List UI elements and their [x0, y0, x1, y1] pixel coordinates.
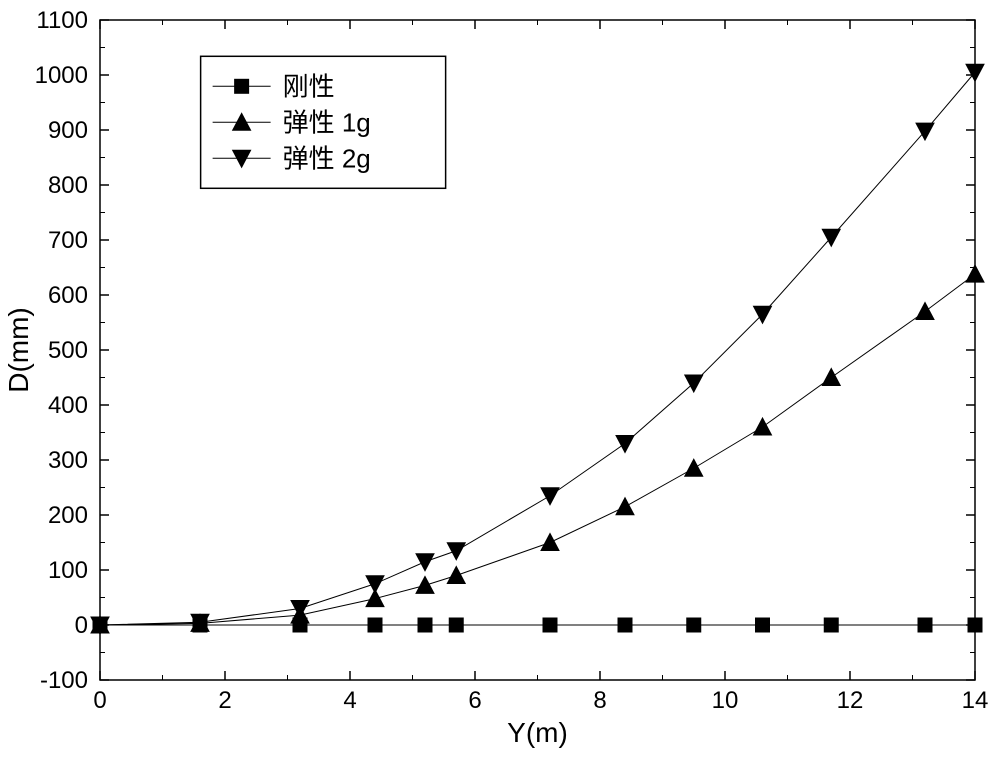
- series-line-2: [100, 72, 975, 625]
- y-tick-label: -100: [40, 667, 88, 694]
- series-0-marker: [824, 618, 838, 632]
- series-2-marker: [966, 64, 984, 81]
- series-0-marker: [618, 618, 632, 632]
- series-0-marker: [968, 618, 982, 632]
- y-tick-label: 600: [48, 282, 88, 309]
- series-2: [91, 64, 984, 634]
- x-tick-label: 10: [712, 687, 739, 714]
- series-2-marker: [616, 436, 634, 453]
- series-0-marker: [449, 618, 463, 632]
- series-1-marker: [416, 576, 434, 593]
- series-2-marker: [366, 576, 384, 593]
- x-tick-label: 4: [343, 687, 356, 714]
- series-0-marker: [368, 618, 382, 632]
- series-1-marker: [447, 567, 465, 584]
- series-0-marker: [687, 618, 701, 632]
- series-1-marker: [966, 265, 984, 282]
- x-tick-label: 2: [218, 687, 231, 714]
- y-tick-label: 500: [48, 337, 88, 364]
- series-2-marker: [416, 554, 434, 571]
- x-tick-label: 6: [468, 687, 481, 714]
- y-tick-label: 300: [48, 447, 88, 474]
- y-tick-label: 800: [48, 172, 88, 199]
- series-0: [93, 618, 982, 632]
- y-tick-label: 400: [48, 392, 88, 419]
- series-1-marker: [616, 498, 634, 515]
- legend-label-2: 弹性 2g: [283, 143, 371, 173]
- series-1-marker: [541, 534, 559, 551]
- series-line-1: [100, 274, 975, 625]
- x-tick-label: 0: [93, 687, 106, 714]
- legend-label-1: 弹性 1g: [283, 107, 371, 137]
- x-tick-label: 12: [837, 687, 864, 714]
- y-axis-label: D(mm): [3, 307, 34, 393]
- x-axis-label: Y(m): [507, 717, 568, 748]
- chart-container: 02468101214Y(m)-100010020030040050060070…: [0, 0, 1000, 763]
- series-1: [91, 265, 984, 633]
- y-tick-label: 900: [48, 117, 88, 144]
- legend: 刚性弹性 1g 弹性 2g: [201, 56, 446, 188]
- x-tick-label: 8: [593, 687, 606, 714]
- series-1-marker: [754, 418, 772, 435]
- y-tick-label: 100: [48, 557, 88, 584]
- y-tick-label: 700: [48, 227, 88, 254]
- legend-0-marker: [235, 79, 249, 93]
- x-tick-label: 14: [962, 687, 989, 714]
- legend-label-0: 刚性: [283, 71, 335, 101]
- series-0-marker: [543, 618, 557, 632]
- y-tick-label: 0: [75, 612, 88, 639]
- y-tick-label: 200: [48, 502, 88, 529]
- series-1-marker: [685, 459, 703, 476]
- plot-frame: [100, 20, 975, 680]
- series-2-marker: [447, 543, 465, 560]
- series-0-marker: [756, 618, 770, 632]
- y-tick-label: 1000: [35, 62, 88, 89]
- series-1-marker: [916, 303, 934, 320]
- series-2-marker: [685, 375, 703, 392]
- series-1-marker: [822, 369, 840, 386]
- series-0-marker: [418, 618, 432, 632]
- y-tick-label: 1100: [36, 7, 88, 34]
- series-2-marker: [541, 488, 559, 505]
- deflection-chart: 02468101214Y(m)-100010020030040050060070…: [0, 0, 1000, 763]
- series-0-marker: [918, 618, 932, 632]
